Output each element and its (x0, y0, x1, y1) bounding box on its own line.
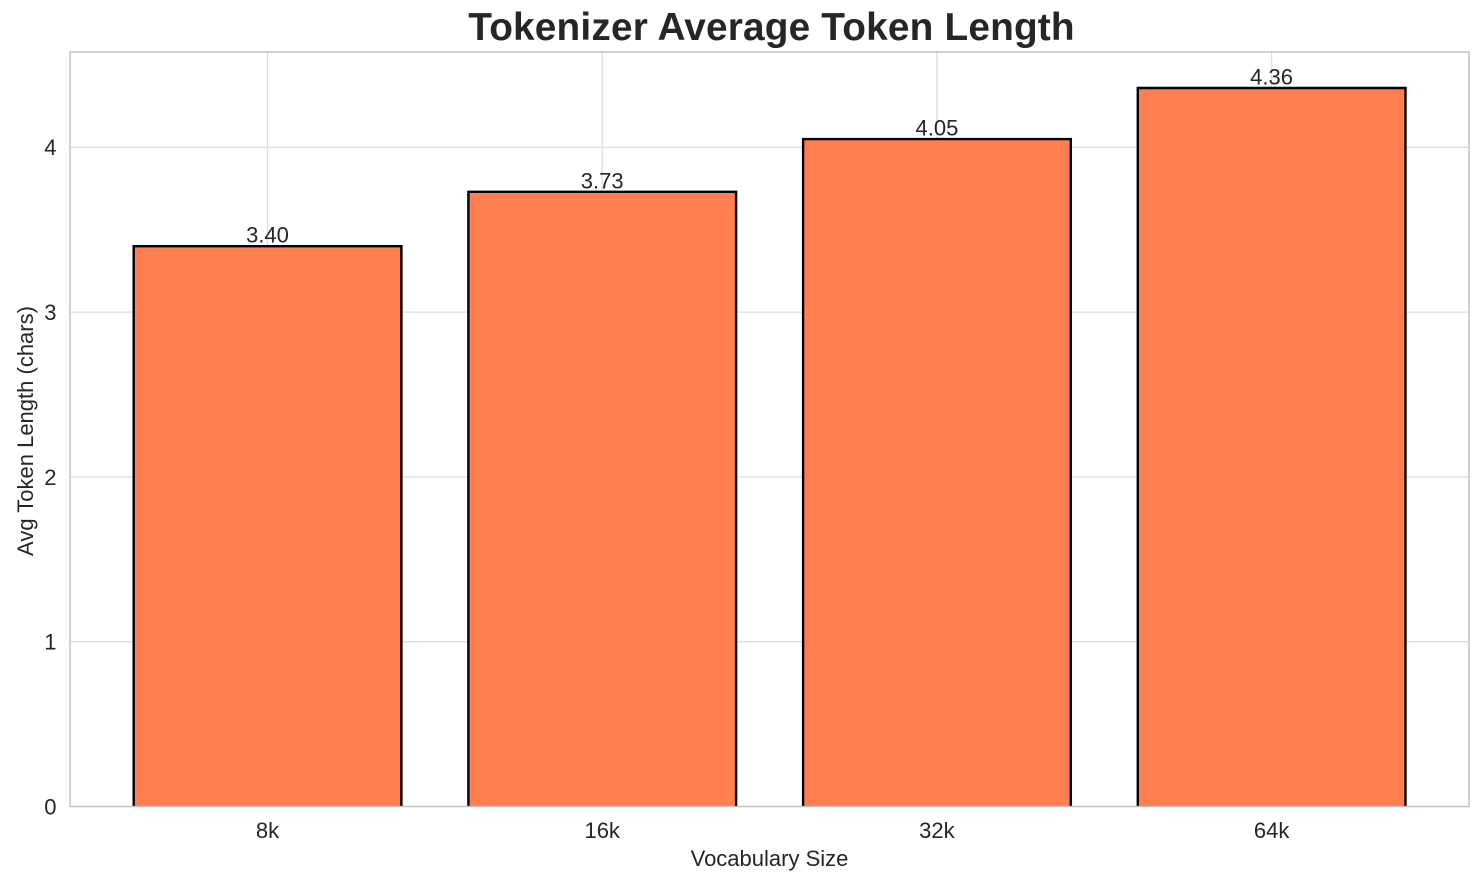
svg-text:Tokenizer Average Token Length: Tokenizer Average Token Length (468, 6, 1075, 49)
svg-text:16k: 16k (584, 818, 620, 843)
svg-text:3.40: 3.40 (246, 223, 289, 248)
svg-text:1: 1 (44, 630, 56, 655)
svg-text:0: 0 (44, 794, 56, 819)
svg-text:3.73: 3.73 (581, 168, 624, 193)
svg-text:4: 4 (44, 135, 56, 160)
svg-text:4.36: 4.36 (1250, 65, 1293, 90)
svg-text:3: 3 (44, 300, 56, 325)
svg-text:4.05: 4.05 (915, 116, 958, 141)
svg-text:32k: 32k (919, 818, 955, 843)
svg-text:Avg Token Length (chars): Avg Token Length (chars) (13, 306, 38, 556)
svg-text:2: 2 (44, 465, 56, 490)
svg-text:64k: 64k (1254, 818, 1290, 843)
svg-text:8k: 8k (256, 818, 280, 843)
svg-text:Vocabulary Size: Vocabulary Size (691, 846, 849, 871)
